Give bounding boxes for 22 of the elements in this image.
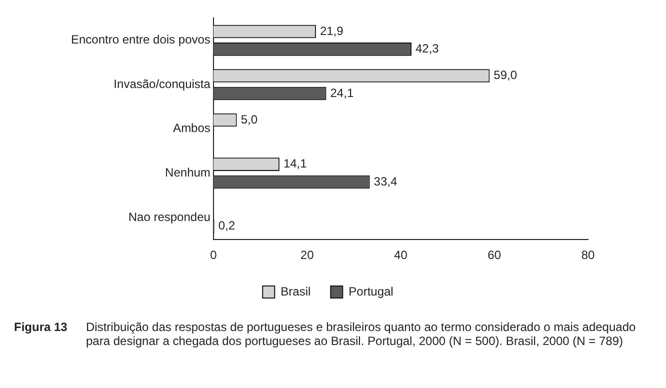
x-tick-label: 20 bbox=[300, 248, 314, 262]
y-tick-label: Invasão/conquista bbox=[114, 76, 211, 91]
data-label: 59,0 bbox=[494, 68, 518, 82]
data-label: 21,9 bbox=[320, 24, 344, 38]
x-tick-label: 40 bbox=[394, 248, 408, 262]
text: Distribuição das respostas de portugueses e brasileiros quanto ao termo considerado o mais adequado para designar a chegada dos portugueses ao Brasil. Portugal, 2000 (N = 500). Brasil, 2000 (N = 789) bbox=[86, 320, 637, 348]
data-label: 0,2 bbox=[218, 218, 236, 233]
y-tick-label: Encontro entre dois povos bbox=[70, 32, 210, 47]
text: Figura 13 bbox=[13, 320, 68, 336]
data-label: 24,1 bbox=[330, 86, 354, 100]
y-tick-label: Nao respondeu bbox=[128, 210, 210, 224]
x-tick-label: 60 bbox=[488, 248, 502, 262]
y-tick-label: Nenhum bbox=[165, 165, 210, 180]
data-label: 42,3 bbox=[415, 42, 440, 56]
legend-label: Brasil bbox=[280, 284, 311, 298]
data-label: 5,0 bbox=[240, 112, 258, 126]
x-tick-label: 0 bbox=[210, 248, 218, 262]
data-label: 14,1 bbox=[283, 156, 308, 171]
x-tick-label: 80 bbox=[581, 248, 595, 262]
data-label: 33,4 bbox=[374, 174, 398, 188]
y-tick-label: Ambos bbox=[173, 121, 210, 136]
legend-label: Portugal bbox=[348, 284, 394, 298]
